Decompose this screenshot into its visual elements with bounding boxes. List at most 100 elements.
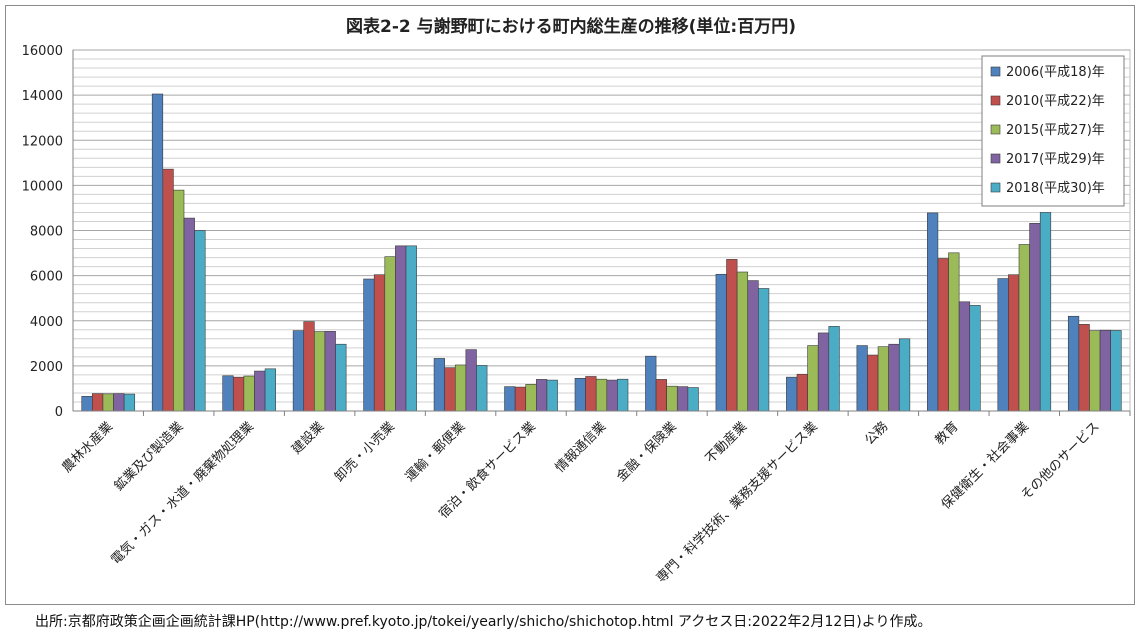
bar bbox=[758, 288, 770, 412]
bar bbox=[335, 343, 347, 412]
x-tick-label: 建設業 bbox=[289, 419, 328, 458]
y-tick-label: 4000 bbox=[30, 315, 63, 330]
bar bbox=[807, 345, 819, 412]
bar bbox=[395, 245, 407, 412]
bar bbox=[655, 379, 667, 412]
bar bbox=[405, 245, 417, 412]
x-tick-label: 運輸・郵便業 bbox=[402, 419, 468, 485]
bar bbox=[856, 345, 868, 412]
bar bbox=[194, 230, 206, 412]
bar bbox=[373, 274, 386, 412]
bar bbox=[1018, 244, 1030, 412]
bar bbox=[937, 258, 949, 412]
bar bbox=[888, 343, 900, 412]
bar bbox=[243, 375, 255, 412]
y-tick-label: 12000 bbox=[22, 134, 63, 149]
bar bbox=[504, 386, 516, 412]
bar bbox=[726, 259, 738, 412]
x-tick-label: その他のサービス bbox=[1018, 419, 1102, 503]
legend-swatch bbox=[990, 95, 1001, 106]
y-tick-label: 14000 bbox=[22, 89, 63, 104]
bar-chart: 0 2000 4000 6000 8000 10000 12000 14000 16000 農林… bbox=[22, 44, 1131, 587]
legend-swatch bbox=[990, 182, 1001, 193]
bar bbox=[958, 301, 971, 412]
y-tick-label: 0 bbox=[55, 405, 63, 420]
bar bbox=[232, 376, 245, 412]
bar bbox=[595, 378, 608, 412]
bar bbox=[997, 278, 1009, 412]
bar bbox=[828, 326, 840, 412]
bar bbox=[736, 271, 749, 412]
bar bbox=[969, 305, 981, 412]
chart-title: 図表2-2 与謝野町における町内総生産の推移(単位:百万円) bbox=[346, 17, 796, 37]
x-tick-label: 卸売・小売業 bbox=[331, 419, 397, 485]
legend-swatch bbox=[990, 153, 1001, 164]
bar bbox=[666, 385, 678, 412]
bar bbox=[123, 393, 136, 412]
y-tick-label: 10000 bbox=[22, 179, 63, 194]
bar bbox=[747, 280, 759, 412]
y-tick-label: 6000 bbox=[30, 270, 63, 285]
bar bbox=[384, 256, 396, 412]
x-tick-label: 金融・保険業 bbox=[613, 419, 679, 485]
y-tick-label: 8000 bbox=[30, 225, 63, 240]
bar bbox=[1110, 330, 1122, 412]
bar bbox=[898, 338, 911, 412]
bar bbox=[476, 365, 488, 412]
bar bbox=[817, 332, 830, 412]
bar bbox=[303, 321, 315, 412]
bar bbox=[687, 387, 699, 412]
legend-swatch bbox=[990, 66, 1001, 77]
bar bbox=[1039, 212, 1052, 412]
bar bbox=[454, 364, 467, 412]
bar bbox=[585, 376, 597, 412]
bar bbox=[292, 330, 305, 412]
source-note: 出所:京都府政策企画企画統計課HP(http://www.pref.kyoto.… bbox=[35, 614, 932, 630]
bar bbox=[786, 376, 798, 412]
bar bbox=[645, 355, 657, 412]
bar bbox=[606, 379, 618, 412]
legend-swatch bbox=[990, 124, 1001, 135]
bar bbox=[465, 349, 477, 412]
bar bbox=[536, 379, 548, 412]
bar bbox=[525, 384, 537, 412]
y-tick-label: 2000 bbox=[30, 360, 63, 375]
bar bbox=[363, 278, 375, 412]
bar bbox=[927, 212, 939, 412]
bar bbox=[151, 93, 164, 412]
bar bbox=[1067, 315, 1080, 412]
x-tick-label: 教育 bbox=[932, 419, 962, 449]
bar bbox=[162, 168, 174, 412]
bar bbox=[574, 377, 586, 412]
bar bbox=[444, 367, 456, 412]
bar bbox=[433, 358, 445, 412]
bar bbox=[617, 378, 629, 412]
legend-label: 2006(平成18)年 bbox=[1006, 65, 1105, 80]
bar bbox=[1008, 274, 1020, 412]
legend-label: 2015(平成27)年 bbox=[1006, 123, 1105, 138]
y-tick-label: 16000 bbox=[22, 44, 63, 59]
legend-box bbox=[981, 55, 1125, 207]
bar bbox=[546, 379, 558, 412]
x-tick-label: 不動産業 bbox=[702, 419, 750, 467]
x-tick-label: 電気・ガス・水道・廃棄物処理業 bbox=[108, 419, 257, 568]
bar bbox=[173, 189, 185, 412]
bar bbox=[877, 346, 889, 412]
bar bbox=[222, 375, 234, 412]
bar bbox=[676, 386, 689, 412]
y-axis: 0 2000 4000 6000 8000 10000 12000 14000 16000 bbox=[22, 44, 74, 420]
x-tick-label: 公務 bbox=[862, 419, 891, 448]
bar bbox=[264, 368, 276, 412]
bar bbox=[183, 217, 195, 412]
bar bbox=[314, 331, 326, 412]
bar bbox=[92, 393, 104, 412]
bar bbox=[1099, 329, 1111, 412]
bar bbox=[1078, 324, 1090, 412]
bar bbox=[514, 386, 527, 412]
bar bbox=[867, 354, 879, 412]
x-tick-label: 情報通信業 bbox=[552, 419, 609, 476]
bar bbox=[254, 370, 266, 412]
bar bbox=[324, 331, 336, 412]
x-tick-label: 専門・科学技術、業務支援サービス業 bbox=[653, 419, 821, 587]
